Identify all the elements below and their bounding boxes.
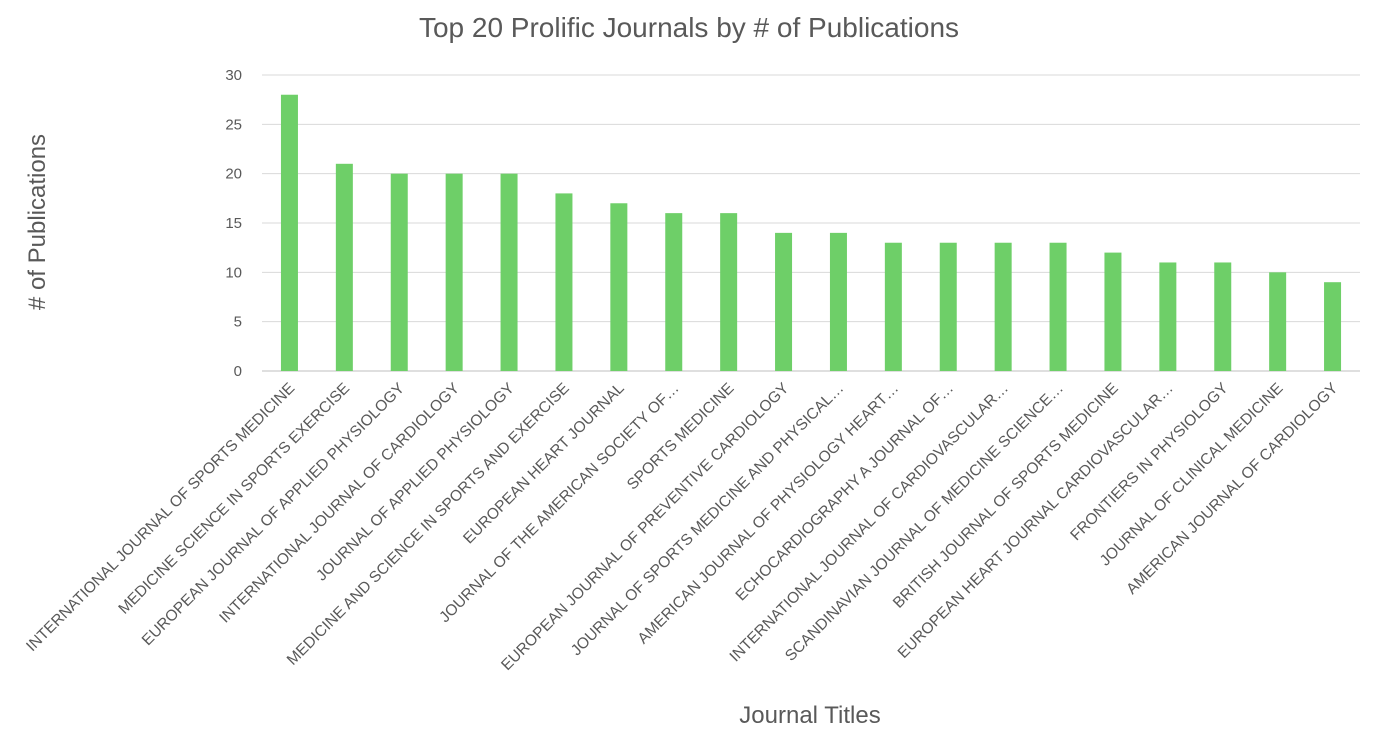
bar bbox=[884, 242, 902, 371]
y-tick-label: 25 bbox=[225, 116, 242, 133]
bar bbox=[1104, 252, 1122, 371]
bar bbox=[775, 232, 793, 371]
x-axis-title: Journal Titles bbox=[739, 702, 881, 729]
bar bbox=[1214, 262, 1232, 371]
bar bbox=[555, 193, 573, 371]
x-tick-label: AMERICAN JOURNAL OF CARDIOLOGY bbox=[1123, 380, 1341, 598]
x-tick-label: JOURNAL OF APPLIED PHYSIOLOGY bbox=[313, 380, 518, 585]
bar bbox=[1269, 272, 1287, 371]
bar bbox=[829, 232, 847, 371]
bar bbox=[720, 213, 738, 371]
y-tick-label: 0 bbox=[234, 363, 242, 380]
bar bbox=[280, 94, 298, 371]
y-tick-label: 20 bbox=[225, 166, 242, 183]
bar bbox=[1324, 282, 1342, 371]
x-tick-label: EUROPEAN JOURNAL OF APPLIED PHYSIOLOGY bbox=[139, 380, 408, 649]
bar bbox=[390, 173, 408, 371]
x-tick-label: MEDICINE SCIENCE IN SPORTS EXERCISE bbox=[115, 380, 353, 618]
bar bbox=[994, 242, 1012, 371]
chart-title: Top 20 Prolific Journals by # of Publica… bbox=[418, 12, 960, 43]
y-tick-label: 5 bbox=[234, 314, 242, 331]
bar bbox=[500, 173, 518, 371]
bar bbox=[665, 213, 683, 371]
x-tick-label: SPORTS MEDICINE bbox=[624, 380, 738, 494]
bar bbox=[610, 203, 628, 371]
x-tick-label: AMERICAN JOURNAL OF PHYSIOLOGY HEART… bbox=[635, 380, 903, 648]
bar bbox=[335, 163, 353, 371]
y-tick-label: 10 bbox=[225, 264, 242, 281]
bar bbox=[445, 173, 463, 371]
x-tick-label: INTERNATIONAL JOURNAL OF SPORTS MEDICINE bbox=[23, 380, 298, 655]
bar bbox=[1159, 262, 1177, 371]
y-tick-label: 15 bbox=[225, 215, 242, 232]
y-tick-label: 30 bbox=[225, 67, 242, 84]
bar bbox=[1049, 242, 1067, 371]
bar bbox=[939, 242, 957, 371]
